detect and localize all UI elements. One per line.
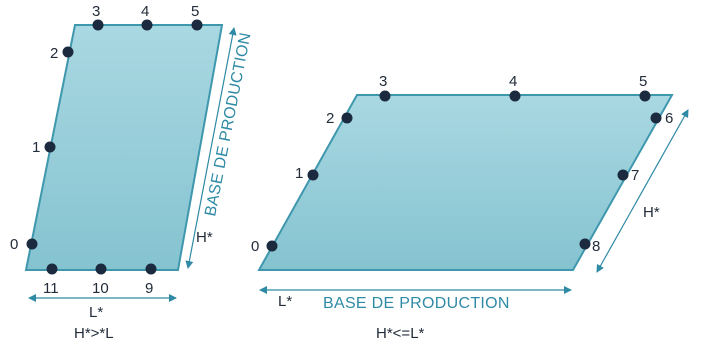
left-point-label-9: 9 xyxy=(145,280,153,297)
left-width-label: L* xyxy=(89,304,103,321)
right-point-label-3: 3 xyxy=(379,73,387,90)
left-point-5 xyxy=(191,19,203,31)
right-point-label-2: 2 xyxy=(326,110,334,127)
left-condition-label: H*>*L xyxy=(74,325,114,342)
left-point-label-0: 0 xyxy=(10,236,18,253)
right-height-arrow xyxy=(596,109,689,273)
right-point-0 xyxy=(266,240,278,252)
left-point-9 xyxy=(145,263,157,275)
left-point-10 xyxy=(95,263,107,275)
right-point-5 xyxy=(639,90,651,102)
right-parallelogram xyxy=(257,94,674,271)
right-point-6 xyxy=(650,112,662,124)
right-base-label: BASE DE PRODUCTION xyxy=(323,295,510,312)
left-parallelogram-group: 0 1 2 3 4 5 11 10 9 BASE DE PRODUCTION H… xyxy=(10,3,255,342)
left-point-4 xyxy=(141,19,153,31)
right-point-4 xyxy=(509,90,521,102)
left-point-label-10: 10 xyxy=(92,280,109,297)
left-point-11 xyxy=(46,263,58,275)
left-point-3 xyxy=(92,19,104,31)
left-point-2 xyxy=(62,46,74,58)
right-parallelogram-group: 0 1 2 3 4 5 6 7 8 H* BASE DE PRODUCTION … xyxy=(251,73,689,342)
left-point-label-3: 3 xyxy=(92,3,100,20)
right-point-3 xyxy=(379,90,391,102)
left-height-label: H* xyxy=(196,229,213,246)
left-height-arrow xyxy=(185,27,237,269)
left-point-label-2: 2 xyxy=(50,45,58,62)
left-point-1 xyxy=(44,141,56,153)
left-point-label-1: 1 xyxy=(32,139,40,156)
right-point-7 xyxy=(617,169,629,181)
right-point-label-4: 4 xyxy=(509,73,517,90)
left-point-0 xyxy=(26,238,38,250)
right-point-1 xyxy=(307,169,319,181)
right-width-label: L* xyxy=(278,293,292,310)
right-height-label: H* xyxy=(643,204,660,221)
right-point-label-7: 7 xyxy=(631,167,639,184)
right-condition-label: H*<=L* xyxy=(376,325,425,342)
left-point-label-4: 4 xyxy=(141,3,149,20)
right-point-label-6: 6 xyxy=(665,110,673,127)
left-point-label-5: 5 xyxy=(191,3,199,20)
right-point-label-5: 5 xyxy=(639,73,647,90)
left-parallelogram xyxy=(24,24,224,271)
right-point-label-0: 0 xyxy=(251,238,259,255)
right-point-label-1: 1 xyxy=(295,165,303,182)
right-point-2 xyxy=(341,112,353,124)
left-point-label-11: 11 xyxy=(43,280,59,297)
right-point-8 xyxy=(579,238,591,250)
right-point-label-8: 8 xyxy=(592,238,600,255)
